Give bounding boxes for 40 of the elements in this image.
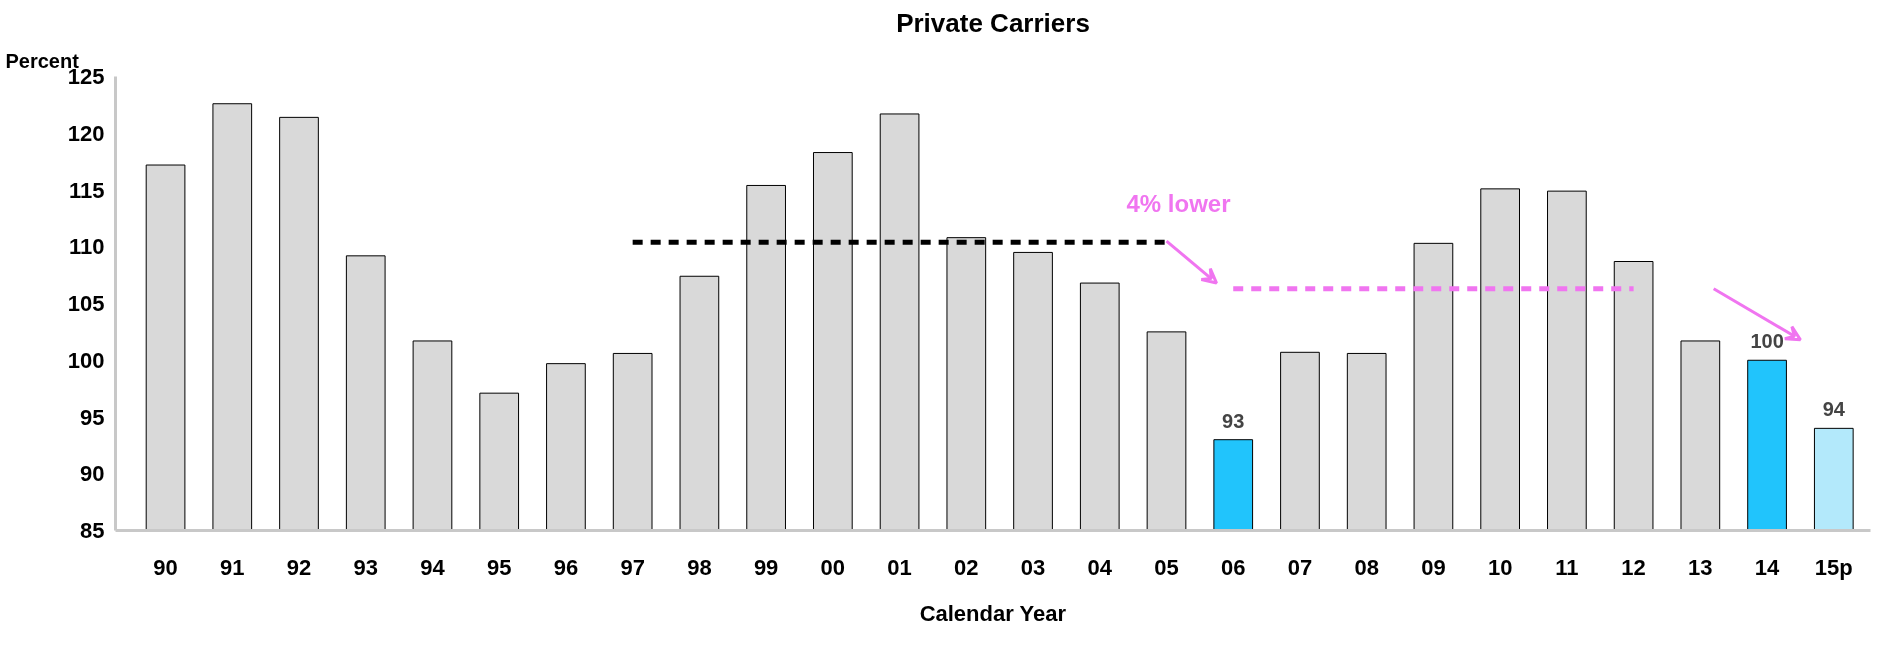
y-tick-label: 85 (80, 518, 105, 543)
x-tick-label: 91 (220, 554, 245, 580)
x-tick-label: 90 (153, 554, 178, 580)
x-tick-label: 13 (1688, 554, 1713, 580)
y-tick-label: 90 (80, 461, 105, 487)
x-tick-label: 04 (1087, 554, 1113, 580)
y-tick-label: 100 (67, 347, 105, 373)
data-label: 94 (1822, 398, 1846, 421)
y-tick-label: 110 (69, 234, 105, 260)
x-tick-label: 01 (887, 554, 912, 580)
annotation: 4% lower (1126, 190, 1231, 218)
y-tick-label: 105 (67, 291, 105, 316)
x-tick-label: 08 (1354, 554, 1379, 580)
x-tick-label: 00 (820, 554, 846, 580)
x-tick-label: 97 (620, 554, 645, 580)
x-tick-label: 11 (1555, 554, 1579, 580)
x-tick-label: 99 (753, 554, 779, 580)
x-tick-label: 15p (1814, 554, 1853, 580)
x-tick-label: 93 (353, 554, 378, 580)
x-tick-label: 14 (1754, 554, 1781, 580)
x-tick-label: 03 (1020, 554, 1046, 580)
y-tick-label: 95 (80, 404, 105, 430)
x-tick-label: 98 (687, 554, 712, 580)
x-tick-label: 09 (1421, 554, 1446, 580)
y-tick-label: 115 (69, 177, 105, 203)
data-label: 93 (1222, 409, 1245, 432)
x-tick-label: 12 (1621, 554, 1646, 580)
x-tick-label: 02 (954, 554, 979, 580)
x-tick-label: 92 (286, 554, 312, 580)
x-tick-label: 95 (486, 554, 512, 580)
x-tick-label: 05 (1154, 554, 1179, 580)
x-tick-label: 94 (420, 554, 446, 580)
chart-title: Private Carriers (896, 7, 1090, 38)
x-tick-label: 10 (1487, 554, 1513, 580)
data-label: 100 (1750, 330, 1784, 353)
x-axis-title: Calendar Year (919, 600, 1067, 626)
x-tick-label: 96 (553, 554, 579, 580)
y-tick-label: 120 (67, 120, 105, 146)
x-tick-label: 06 (1220, 554, 1246, 580)
x-tick-label: 07 (1287, 554, 1313, 580)
